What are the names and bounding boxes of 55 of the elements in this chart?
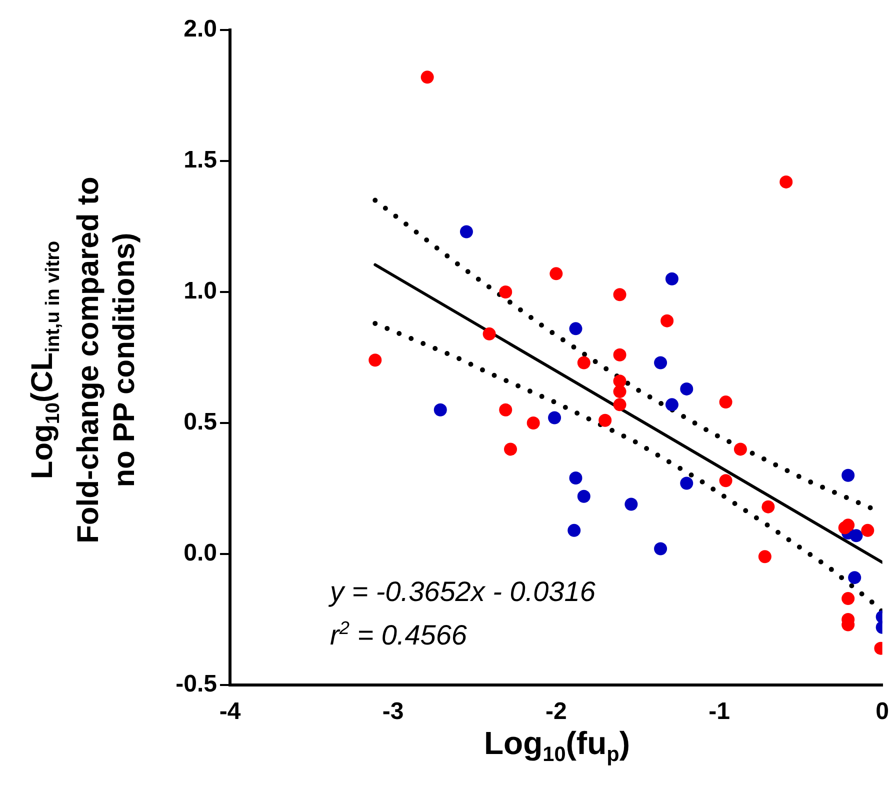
y-tick-label: 0.5 [184,408,217,436]
x-tick-label: -3 [382,698,404,726]
annotation: r$^{2}$ = 0.4566 [330,617,468,652]
point [762,500,775,514]
point [577,490,590,503]
x-tick-label: -4 [219,698,242,726]
point [420,70,434,84]
y-tick-label: -0.5 [176,670,217,698]
x-tick-label: 0 [876,698,890,726]
point [550,267,563,280]
point [499,403,512,416]
point [526,416,540,430]
point [569,472,582,485]
point [848,571,862,584]
annotation: y = -0.3652x - 0.0316 [330,575,596,609]
point [654,542,668,556]
x-axis-title: Log$_{10}$(fu$_{p}$) [484,724,630,768]
point [719,396,732,409]
point [499,286,512,298]
y-tick-label: 1.5 [184,146,217,174]
x-tick-label: -1 [708,698,730,726]
point [482,327,496,340]
point [654,356,668,370]
point [613,385,626,398]
point [842,468,855,482]
point [568,524,581,537]
point [780,175,793,188]
point [368,354,382,367]
point [680,382,694,396]
y-tick-label: 0.0 [184,540,217,567]
point [665,398,678,412]
point [613,348,626,362]
point [842,592,855,606]
point [460,225,473,238]
point [665,272,678,286]
point [504,442,517,456]
y-tick-label: 1.0 [184,278,217,305]
point [680,476,694,490]
point [577,356,590,370]
x-tick-label: -2 [545,698,567,726]
point [434,403,447,416]
point [613,288,626,302]
point [758,550,772,564]
point [569,322,582,336]
point [734,442,747,456]
point [861,524,874,537]
point [624,498,638,511]
point [719,474,732,488]
point [660,314,674,328]
point [598,414,612,427]
point [548,411,562,424]
point [850,529,863,542]
y-tick-label: 2.0 [184,16,217,43]
point [838,521,852,534]
point [613,398,626,412]
